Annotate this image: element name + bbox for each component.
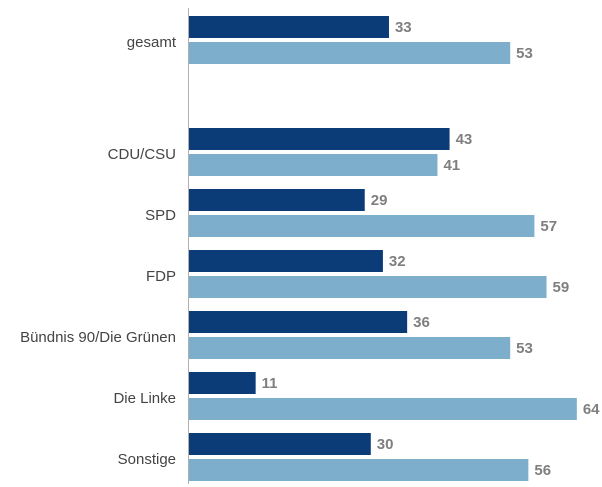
value-label: 41 (443, 157, 460, 174)
bar (189, 433, 371, 455)
category-label: SPD (145, 207, 176, 224)
category-label: Bündnis 90/Die Grünen (20, 329, 176, 346)
bar (189, 128, 450, 150)
value-label: 59 (553, 279, 570, 296)
value-label: 33 (395, 19, 412, 36)
value-label: 56 (534, 462, 551, 479)
bar (189, 398, 577, 420)
bar (189, 189, 365, 211)
bar (189, 215, 535, 237)
category-label: CDU/CSU (108, 146, 176, 163)
bar (189, 250, 383, 272)
category-label: Die Linke (113, 390, 176, 407)
bar (189, 276, 547, 298)
category-label: FDP (146, 268, 176, 285)
value-label: 11 (262, 375, 278, 392)
bar (189, 459, 529, 481)
value-label: 30 (377, 436, 394, 453)
value-label: 29 (371, 192, 388, 209)
category-label: Sonstige (118, 451, 176, 468)
category-label: gesamt (127, 34, 177, 51)
value-label: 36 (413, 314, 430, 331)
bar (189, 16, 389, 38)
bar (189, 154, 438, 176)
value-label: 53 (516, 340, 533, 357)
bar (189, 337, 511, 359)
bar (189, 311, 408, 333)
value-label: 32 (389, 253, 406, 270)
bar (189, 42, 511, 64)
value-label: 43 (456, 131, 473, 148)
value-label: 64 (583, 401, 600, 418)
bar (189, 372, 256, 394)
value-label: 53 (516, 45, 533, 62)
value-label: 57 (540, 218, 557, 235)
